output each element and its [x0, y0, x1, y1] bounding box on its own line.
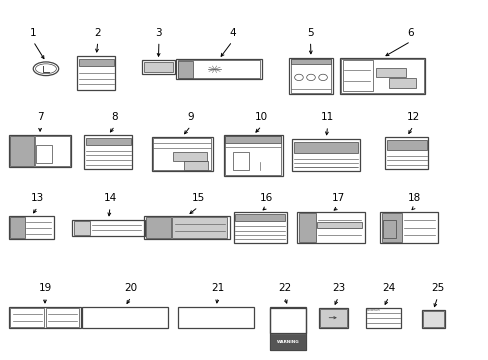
Bar	[320, 309, 346, 327]
Bar	[386, 140, 426, 150]
Text: 19: 19	[38, 283, 52, 293]
Text: 2: 2	[94, 28, 101, 38]
Bar	[183, 161, 208, 170]
Bar	[144, 216, 229, 239]
Bar	[365, 308, 400, 328]
Bar	[289, 58, 332, 94]
Text: 16: 16	[259, 193, 273, 203]
Bar	[290, 59, 330, 64]
Bar	[10, 136, 34, 166]
Bar	[339, 58, 425, 94]
Text: 22: 22	[277, 283, 291, 293]
Text: 8: 8	[111, 112, 118, 122]
Bar	[145, 217, 171, 238]
Bar	[151, 137, 212, 171]
Bar	[270, 307, 305, 333]
Bar	[10, 217, 24, 238]
Text: 24: 24	[381, 283, 395, 293]
Bar	[74, 221, 90, 235]
Bar	[319, 308, 347, 328]
Bar	[82, 307, 167, 328]
Bar	[172, 217, 227, 238]
Bar	[421, 310, 444, 328]
Text: 15: 15	[191, 193, 204, 203]
Text: 21: 21	[210, 283, 224, 293]
Bar	[225, 136, 281, 175]
Bar	[173, 152, 206, 161]
Bar	[297, 212, 364, 243]
Bar	[342, 60, 372, 91]
Bar	[235, 214, 285, 221]
Bar	[9, 216, 54, 239]
Text: 6: 6	[407, 28, 413, 38]
Bar	[385, 137, 427, 169]
Bar	[46, 308, 79, 327]
Bar	[422, 311, 443, 327]
Bar	[176, 59, 261, 79]
Bar	[79, 59, 114, 66]
Bar	[142, 60, 175, 74]
Bar	[178, 61, 193, 78]
Bar	[177, 60, 260, 78]
Bar	[225, 136, 281, 143]
Text: 3: 3	[155, 28, 162, 38]
Text: WARNING: WARNING	[276, 340, 299, 344]
Text: 9: 9	[187, 112, 194, 122]
Text: 17: 17	[331, 193, 345, 203]
Text: 25: 25	[430, 283, 444, 293]
Bar	[77, 56, 115, 90]
Bar	[84, 135, 132, 169]
Text: MINIMUM: MINIMUM	[366, 308, 380, 312]
Text: 5: 5	[306, 28, 313, 38]
Bar	[153, 138, 211, 170]
Text: 4: 4	[228, 28, 235, 38]
Bar	[341, 59, 423, 93]
Bar	[292, 139, 359, 171]
Bar	[10, 308, 43, 327]
Text: 1: 1	[30, 28, 37, 38]
Text: 20: 20	[124, 283, 137, 293]
Bar	[9, 307, 81, 328]
Text: 10: 10	[255, 112, 267, 122]
Bar	[381, 213, 401, 242]
Bar	[232, 152, 249, 170]
Text: 18: 18	[407, 193, 421, 203]
Bar	[316, 221, 361, 228]
Bar	[178, 307, 254, 328]
Bar	[72, 220, 144, 236]
Bar	[380, 212, 437, 243]
Text: 23: 23	[331, 283, 345, 293]
Bar	[388, 78, 416, 88]
Bar	[233, 212, 286, 243]
Bar	[298, 213, 315, 242]
Bar	[9, 135, 71, 167]
Bar	[143, 62, 173, 72]
Text: 12: 12	[406, 112, 419, 122]
Text: 13: 13	[31, 193, 44, 203]
Bar	[36, 145, 52, 163]
Bar	[35, 136, 69, 166]
Text: 11: 11	[320, 112, 334, 122]
Bar	[290, 59, 330, 93]
Bar	[293, 142, 358, 153]
Bar	[270, 333, 305, 350]
Text: 14: 14	[103, 193, 117, 203]
Bar	[224, 135, 282, 176]
Bar	[85, 138, 130, 145]
Text: 7: 7	[37, 112, 43, 122]
Bar	[375, 68, 405, 77]
Bar	[270, 307, 305, 350]
Bar	[383, 220, 395, 238]
